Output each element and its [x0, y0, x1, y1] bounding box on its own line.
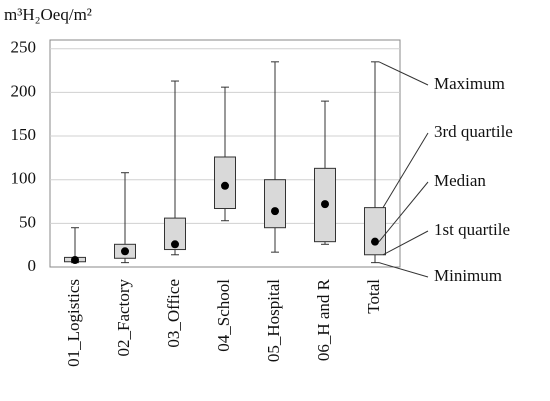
median-dot: [171, 240, 179, 249]
y-tick-label: 200: [11, 81, 37, 100]
median-dot: [221, 181, 229, 190]
median-dot: [71, 256, 79, 265]
median-dot: [321, 200, 329, 209]
callout-line: [378, 262, 429, 278]
y-tick-label: 150: [11, 125, 37, 144]
y-axis-title: m³H₂Oeq/m²: [4, 5, 92, 24]
x-tick-label: Total: [364, 279, 383, 314]
box: [264, 179, 286, 229]
y-tick-label: 50: [19, 212, 36, 231]
box: [164, 217, 186, 251]
x-tick-label: 04_School: [214, 279, 233, 352]
callout-line: [378, 181, 429, 242]
annotation: Minimum: [434, 266, 502, 285]
callout-line: [382, 132, 429, 208]
plot-frame: [49, 39, 401, 268]
callout-line: [382, 230, 429, 256]
y-tick-label: 0: [28, 256, 37, 275]
annotation: Median: [434, 171, 486, 190]
y-tick-label: 250: [11, 38, 37, 57]
y-tick-label: 100: [11, 169, 37, 188]
median-dot: [371, 237, 379, 246]
median-dot: [121, 247, 129, 256]
annotation: 1st quartile: [434, 220, 510, 239]
x-tick-label: 01_Logistics: [64, 279, 83, 367]
annotation: 3rd quartile: [434, 122, 513, 141]
x-tick-label: 05_Hospital: [264, 279, 283, 362]
callout-line: [378, 61, 429, 86]
x-tick-label: 02_Factory: [114, 279, 133, 357]
median-dot: [271, 207, 279, 216]
x-tick-label: 03_Office: [164, 279, 183, 348]
annotation: Maximum: [434, 74, 505, 93]
box: [364, 207, 386, 256]
x-tick-label: 06_H and R: [314, 278, 333, 361]
